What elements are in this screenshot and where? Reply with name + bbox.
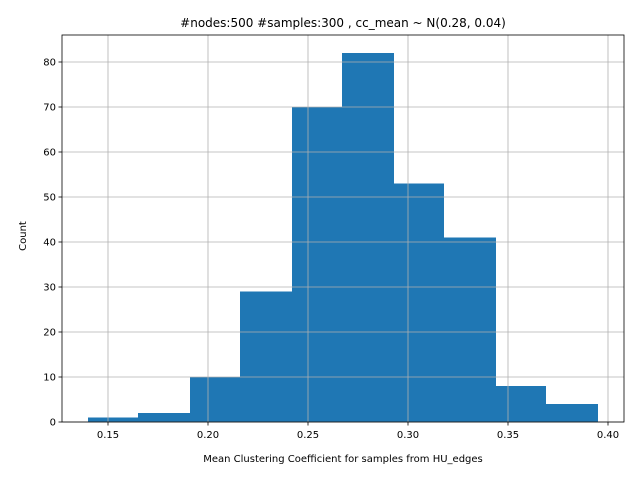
y-tick-label-0: 0 [50, 418, 56, 429]
axes-group: 0.15 0.20 0.25 0.30 0.35 0.40 0 10 20 30 40 50 60 70 8… [43, 34, 625, 441]
x-axis-label: Mean Clustering Coefficient for samples … [203, 454, 483, 465]
chart-title: #nodes:500 #samples:300 , cc_mean ~ N(0.… [180, 16, 506, 30]
y-tick-label-4: 40 [43, 238, 56, 249]
y-tick-label-6: 60 [43, 148, 56, 159]
x-tick-label-5: 0.40 [597, 430, 619, 441]
histogram-bar-5 [342, 53, 394, 422]
histogram-bar-9 [546, 404, 598, 422]
histogram-bar-6 [394, 183, 444, 422]
y-tick-label-2: 20 [43, 328, 56, 339]
bars-group [88, 53, 598, 422]
histogram-bar-1 [138, 413, 190, 422]
x-tick-label-4: 0.35 [497, 430, 519, 441]
histogram-bar-0 [88, 417, 138, 422]
histogram-bar-4 [292, 107, 342, 422]
plot-frame [61, 34, 625, 423]
y-tick-label-8: 80 [43, 58, 56, 69]
histogram-bar-3 [240, 291, 292, 422]
histogram-bar-8 [496, 386, 546, 422]
y-axis-label: Count [18, 221, 29, 251]
histogram-bar-7 [444, 237, 496, 422]
y-tick-label-7: 70 [43, 103, 56, 114]
grid-group [62, 35, 624, 423]
x-tick-label-3: 0.30 [397, 430, 419, 441]
x-tick-label-2: 0.25 [297, 430, 319, 441]
histogram-bar-2 [190, 377, 240, 422]
x-tick-label-1: 0.20 [197, 430, 219, 441]
x-tick-label-0: 0.15 [97, 430, 119, 441]
y-tick-label-1: 10 [43, 373, 56, 384]
y-tick-label-3: 30 [43, 283, 56, 294]
y-tick-label-5: 50 [43, 193, 56, 204]
